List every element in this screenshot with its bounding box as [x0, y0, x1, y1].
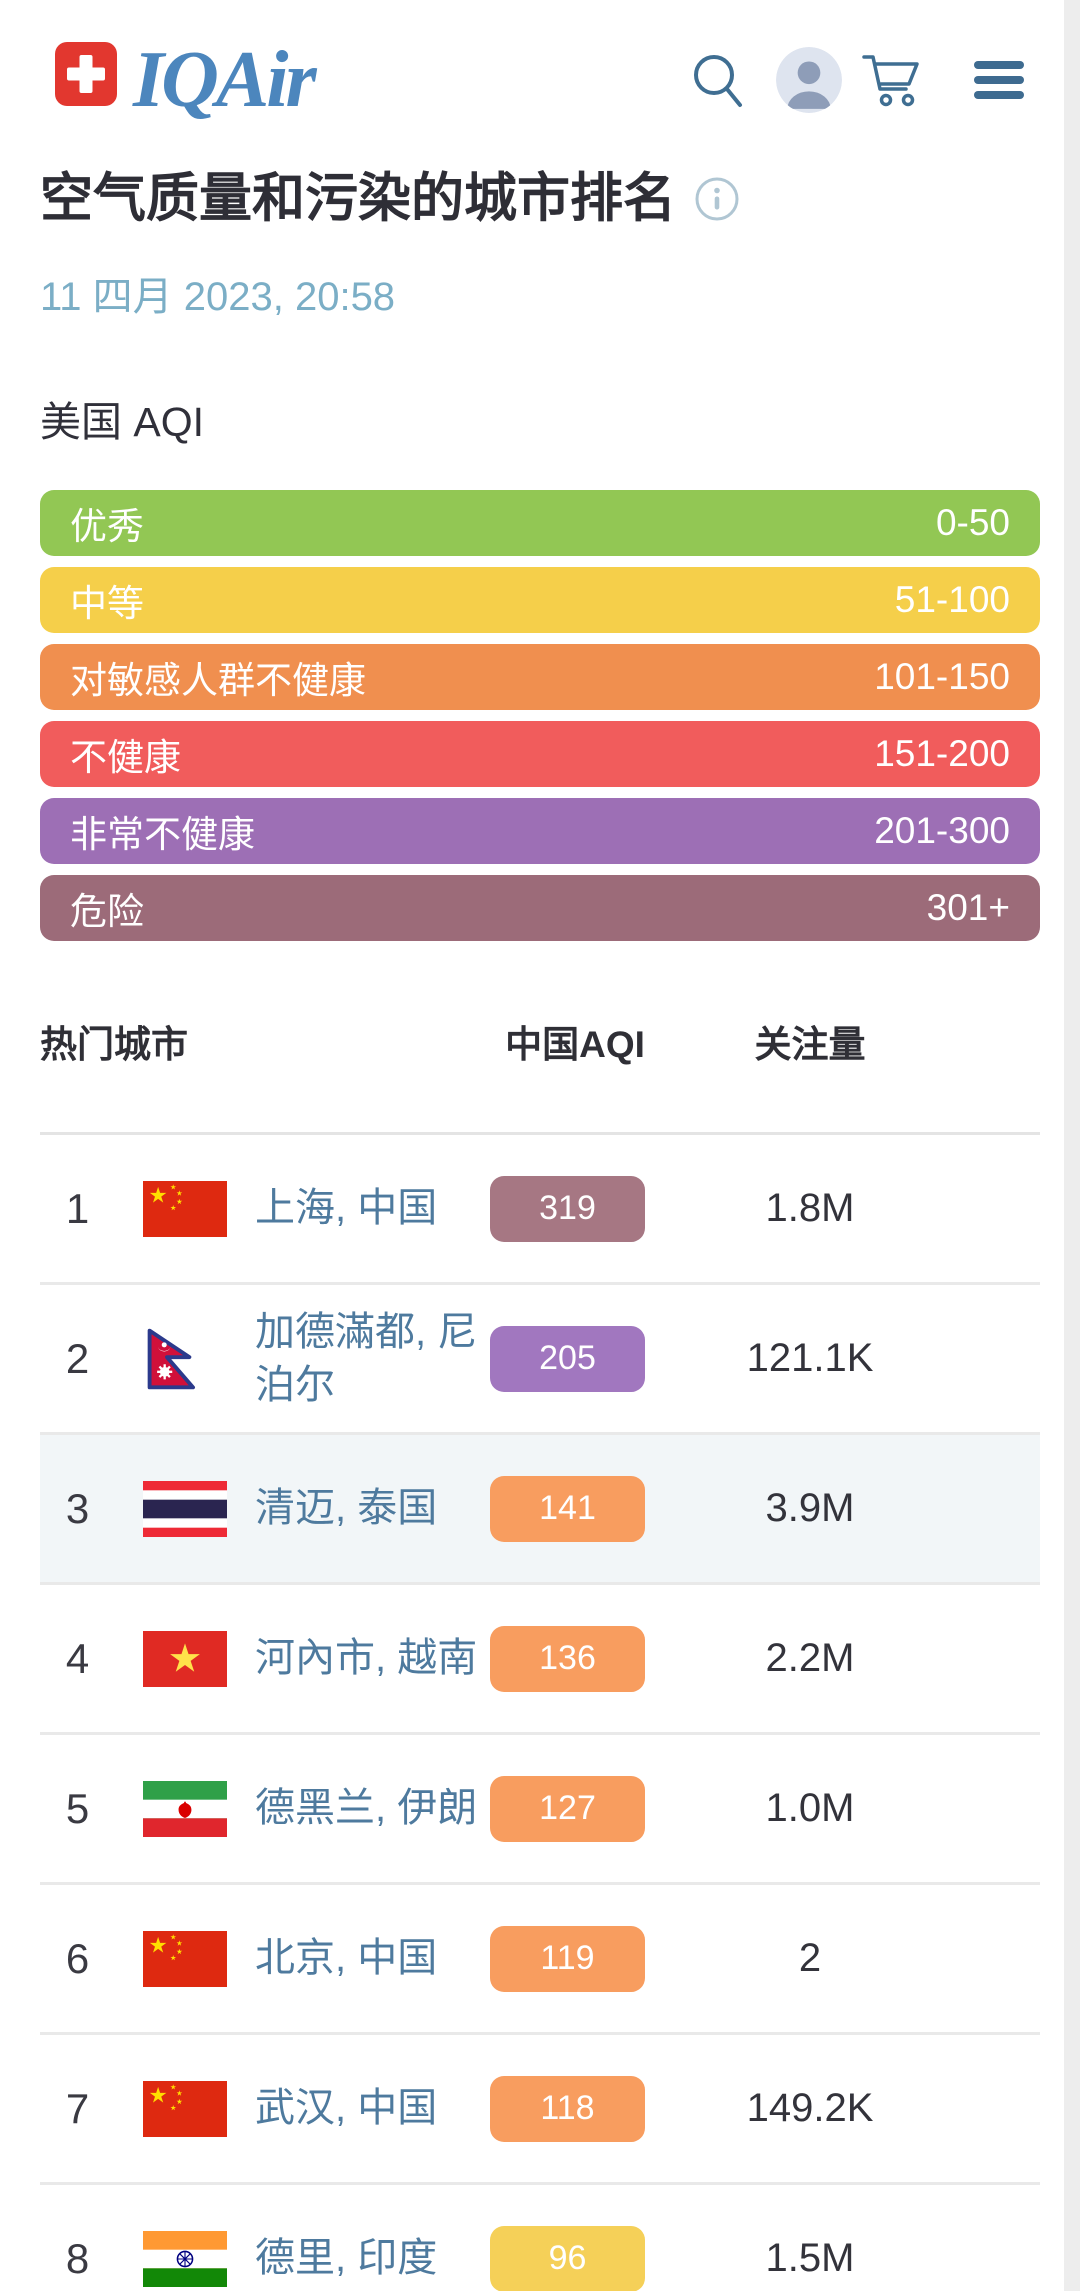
followers-count: 1.0M	[765, 1786, 855, 1831]
search-icon[interactable]	[690, 51, 746, 109]
rank-number: 5	[65, 1784, 90, 1832]
country-flag-icon	[115, 1780, 255, 1837]
city-link[interactable]: 武汉, 中国	[255, 2086, 438, 2131]
city-table-row[interactable]: 4 河內市, 越南 136 2.2M	[40, 1585, 1040, 1736]
iqair-logo-icon	[55, 42, 117, 106]
menu-icon[interactable]	[974, 61, 1024, 99]
aqi-value-badge: 127	[490, 1775, 645, 1842]
aqi-value-badge: 96	[490, 2225, 645, 2291]
city-table-row[interactable]: 7 武汉, 中国 118 149.2K	[40, 2035, 1040, 2186]
rank-number: 2	[65, 1334, 90, 1382]
aqi-legend: 优秀 0-50 中等 51-100 对敏感人群不健康 101-150 不健康 1…	[0, 448, 1080, 942]
aqi-category-label: 优秀	[70, 506, 144, 548]
rank-number: 1	[65, 1184, 90, 1232]
country-flag-icon	[115, 2230, 255, 2287]
followers-count: 2	[798, 1936, 822, 1981]
city-link[interactable]: 德黑兰, 伊朗	[255, 1786, 478, 1831]
aqi-range-value: 0-50	[935, 502, 1010, 544]
rank-number: 4	[65, 1634, 90, 1682]
city-link[interactable]: 清迈, 泰国	[255, 1486, 438, 1531]
topbar-icons	[690, 47, 1024, 113]
aqi-legend-bar: 中等 51-100	[40, 567, 1040, 634]
aqi-category-label: 中等	[70, 583, 144, 625]
city-link[interactable]: 北京, 中国	[255, 1936, 438, 1981]
followers-count: 149.2K	[746, 2086, 874, 2131]
aqi-value-badge: 205	[490, 1325, 645, 1392]
country-flag-icon	[115, 1930, 255, 1987]
aqi-category-label: 不健康	[70, 737, 181, 779]
aqi-category-label: 对敏感人群不健康	[70, 660, 366, 702]
country-flag-icon	[115, 2080, 255, 2137]
followers-count: 3.9M	[765, 1486, 855, 1531]
last-updated-timestamp: 11 四月 2023, 20:58	[40, 275, 396, 320]
aqi-value-badge: 118	[490, 2075, 645, 2142]
table-body: 1 上海, 中国 319 1.8M 2 加德滿都, 尼泊尔 205 121.1K…	[40, 1135, 1040, 2291]
rank-number: 6	[65, 1934, 90, 1982]
table-header-row: 热门城市 中国AQI 关注量	[40, 952, 1040, 1136]
column-header-aqi: 中国AQI	[505, 1024, 645, 1066]
aqi-legend-bar: 对敏感人群不健康 101-150	[40, 644, 1040, 711]
scrollbar[interactable]	[1064, 0, 1080, 2291]
rank-number: 7	[65, 2084, 90, 2132]
aqi-value-badge: 136	[490, 1625, 645, 1692]
aqi-legend-bar: 非常不健康 201-300	[40, 798, 1040, 865]
city-link[interactable]: 河內市, 越南	[255, 1636, 478, 1681]
aqi-range-value: 51-100	[894, 579, 1010, 621]
top-navigation-bar: IQAir	[0, 0, 1080, 146]
city-link[interactable]: 德里, 印度	[255, 2236, 438, 2281]
country-flag-icon	[115, 1630, 255, 1687]
rank-number: 3	[65, 1484, 90, 1532]
aqi-category-label: 非常不健康	[70, 814, 255, 856]
city-link[interactable]: 上海, 中国	[255, 1186, 438, 1231]
followers-count: 2.2M	[765, 1636, 855, 1681]
city-table-row[interactable]: 3 清迈, 泰国 141 3.9M	[40, 1435, 1040, 1586]
info-icon[interactable]	[694, 176, 740, 222]
followers-count: 1.5M	[765, 2236, 855, 2281]
aqi-category-label: 危险	[70, 891, 144, 933]
iqair-logo[interactable]: IQAir	[55, 36, 317, 124]
column-header-city: 热门城市	[40, 1024, 188, 1066]
city-table-row[interactable]: 5 德黑兰, 伊朗 127 1.0M	[40, 1735, 1040, 1886]
aqi-legend-bar: 危险 301+	[40, 875, 1040, 942]
aqi-range-value: 301+	[926, 887, 1010, 929]
aqi-value-badge: 141	[490, 1475, 645, 1542]
country-flag-icon	[115, 1480, 255, 1537]
account-avatar-icon[interactable]	[776, 47, 842, 113]
city-table-row[interactable]: 1 上海, 中国 319 1.8M	[40, 1135, 1040, 1286]
rank-number: 8	[65, 2234, 90, 2282]
country-flag-icon	[115, 1327, 255, 1391]
followers-count: 1.8M	[765, 1186, 855, 1231]
city-table-row[interactable]: 6 北京, 中国 119 2	[40, 1885, 1040, 2036]
aqi-value-badge: 319	[490, 1175, 645, 1242]
iqair-logo-text: IQAir	[133, 36, 317, 124]
aqi-legend-bar: 不健康 151-200	[40, 721, 1040, 788]
city-table-row[interactable]: 8 德里, 印度 96 1.5M	[40, 2185, 1040, 2291]
country-flag-icon	[115, 1180, 255, 1237]
aqi-range-value: 101-150	[874, 656, 1010, 698]
page-title: 空气质量和污染的城市排名	[40, 169, 676, 228]
cart-icon[interactable]	[860, 51, 922, 109]
aqi-range-value: 151-200	[874, 733, 1010, 775]
column-header-followers: 关注量	[754, 1024, 866, 1066]
city-table-row[interactable]: 2 加德滿都, 尼泊尔 205 121.1K	[40, 1285, 1040, 1436]
aqi-legend-bar: 优秀 0-50	[40, 490, 1040, 557]
followers-count: 121.1K	[746, 1336, 874, 1381]
city-link[interactable]: 加德滿都, 尼泊尔	[255, 1309, 478, 1407]
city-ranking-table: 热门城市 中国AQI 关注量 1 上海, 中国 319 1.8M 2 加德滿都,…	[40, 952, 1040, 2291]
aqi-range-value: 201-300	[874, 810, 1010, 852]
aqi-standard-label: 美国 AQI	[40, 399, 205, 446]
aqi-value-badge: 119	[490, 1925, 645, 1992]
